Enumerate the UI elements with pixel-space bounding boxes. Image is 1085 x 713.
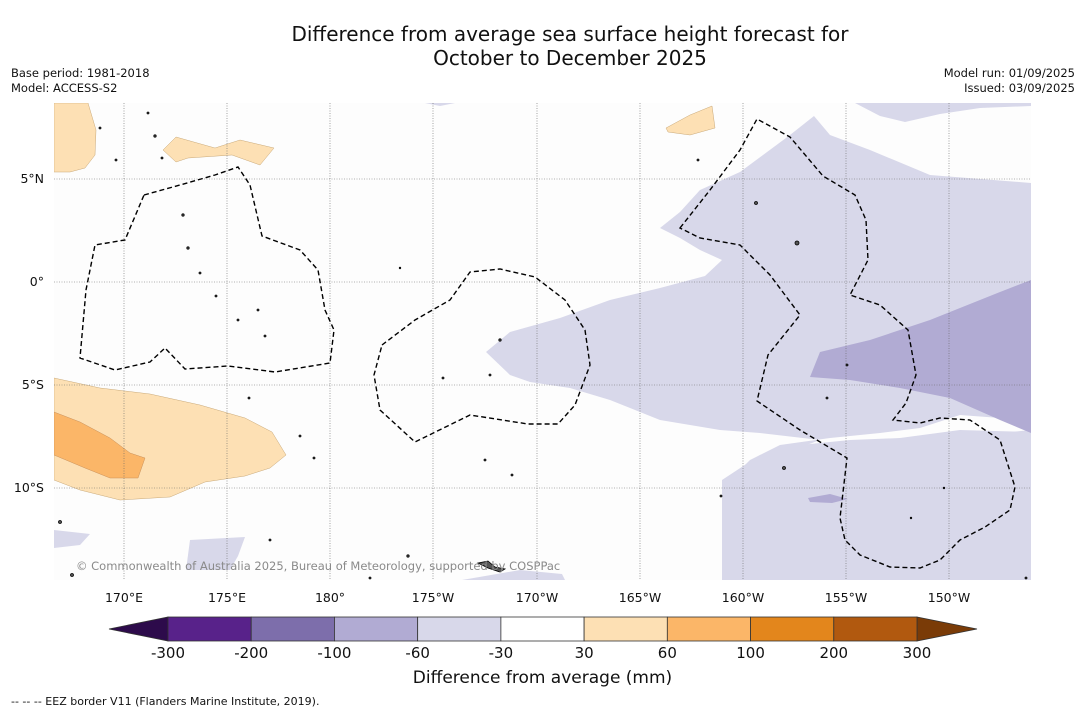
title-line-1: Difference from average sea surface heig… bbox=[291, 22, 849, 46]
negative-anomaly-region-lower bbox=[722, 430, 1031, 580]
colorbar-title: Difference from average (mm) bbox=[412, 668, 673, 688]
colorbar-segment bbox=[750, 616, 835, 642]
colorbar: -300 -200 -100 -60 -30 30 60 100 200 300 bbox=[108, 616, 978, 662]
lon-label: 160°W bbox=[722, 590, 764, 605]
eez-border-line-islands bbox=[678, 118, 1016, 569]
lon-label: 175°W bbox=[412, 590, 454, 605]
model-name: Model: ACCESS-S2 bbox=[11, 81, 118, 95]
colorbar-tick-label: -100 bbox=[317, 644, 351, 662]
issued-date: Issued: 03/09/2025 bbox=[964, 81, 1075, 95]
negative-anomaly-bottom-center bbox=[462, 570, 565, 580]
colorbar-tick-label: -200 bbox=[234, 644, 268, 662]
colorbar-segment bbox=[167, 616, 252, 642]
meta-right: Model run: 01/09/2025 Issued: 03/09/2025 bbox=[944, 66, 1075, 96]
colorbar-segment bbox=[250, 616, 335, 642]
colorbar-over-arrow bbox=[916, 616, 978, 642]
colorbar-tick-label: 200 bbox=[819, 644, 848, 662]
lon-label: 150°W bbox=[928, 590, 970, 605]
lat-label: 10°S bbox=[14, 480, 44, 495]
colorbar-labels: -300 -200 -100 -60 -30 30 60 100 200 300 bbox=[151, 644, 931, 662]
lon-label: 170°E bbox=[105, 590, 143, 605]
page-title: Difference from average sea surface heig… bbox=[0, 22, 1085, 70]
longitude-labels: 170°E 175°E 180° 175°W 170°W 165°W 160°W… bbox=[105, 590, 970, 605]
lon-label: 175°E bbox=[208, 590, 246, 605]
negative-anomaly-bottom-left bbox=[54, 530, 90, 548]
colorbar-segment bbox=[583, 616, 668, 642]
positive-anomaly-northeast bbox=[665, 105, 716, 136]
colorbar-tick-label: 30 bbox=[575, 644, 594, 662]
model-run: Model run: 01/09/2025 bbox=[943, 66, 1075, 80]
meta-left: Base period: 1981-2018 Model: ACCESS-S2 bbox=[11, 66, 150, 96]
map-area bbox=[54, 103, 1031, 580]
strong-negative-anomaly-small bbox=[808, 494, 848, 503]
strong-negative-anomaly-region bbox=[810, 280, 1031, 433]
copyright-notice: © Commonwealth of Australia 2025, Bureau… bbox=[76, 559, 560, 573]
islands bbox=[58, 111, 1028, 580]
colorbar-segment bbox=[417, 616, 502, 642]
lat-label: 0° bbox=[30, 274, 44, 289]
title-line-2: October to December 2025 bbox=[433, 46, 707, 70]
negative-anomaly-region bbox=[486, 116, 1031, 580]
colorbar-under-arrow bbox=[108, 616, 169, 642]
lon-label: 170°W bbox=[516, 590, 558, 605]
footnote-eez: -- -- -- EEZ border V11 (Flanders Marine… bbox=[11, 695, 320, 708]
latitude-labels: 5°N 0° 5°S 10°S bbox=[14, 171, 44, 495]
lon-label: 155°W bbox=[825, 590, 867, 605]
colorbar-tick-label: -30 bbox=[489, 644, 514, 662]
eez-borders bbox=[79, 118, 1016, 569]
colorbar-segment bbox=[666, 616, 751, 642]
lon-label: 180° bbox=[315, 590, 345, 605]
colorbar-tick-label: 60 bbox=[658, 644, 677, 662]
positive-anomaly-island-north bbox=[162, 136, 275, 166]
colorbar-segment bbox=[833, 616, 918, 642]
negative-anomaly-top-small bbox=[425, 103, 455, 106]
colorbar-tick-label: 300 bbox=[903, 644, 932, 662]
negative-anomaly-top bbox=[855, 103, 1031, 122]
lon-label: 165°W bbox=[619, 590, 661, 605]
graticule bbox=[54, 103, 1031, 580]
base-period: Base period: 1981-2018 bbox=[11, 66, 150, 80]
colorbar-tick-label: -60 bbox=[405, 644, 430, 662]
colorbar-segments bbox=[167, 616, 918, 642]
colorbar-segment bbox=[334, 616, 419, 642]
colorbar-tick-label: -300 bbox=[151, 644, 185, 662]
lat-label: 5°S bbox=[22, 377, 44, 392]
negative-anomaly-bottom-mid bbox=[186, 537, 245, 570]
lat-label: 5°N bbox=[20, 171, 44, 186]
strong-positive-anomaly-southwest bbox=[54, 411, 146, 479]
eez-border-phoenix bbox=[373, 268, 591, 443]
colorbar-segment bbox=[500, 616, 585, 642]
positive-anomaly-top-left bbox=[54, 103, 97, 173]
eez-border-kiribati-gilbert bbox=[79, 166, 335, 373]
colorbar-tick-label: 100 bbox=[736, 644, 765, 662]
